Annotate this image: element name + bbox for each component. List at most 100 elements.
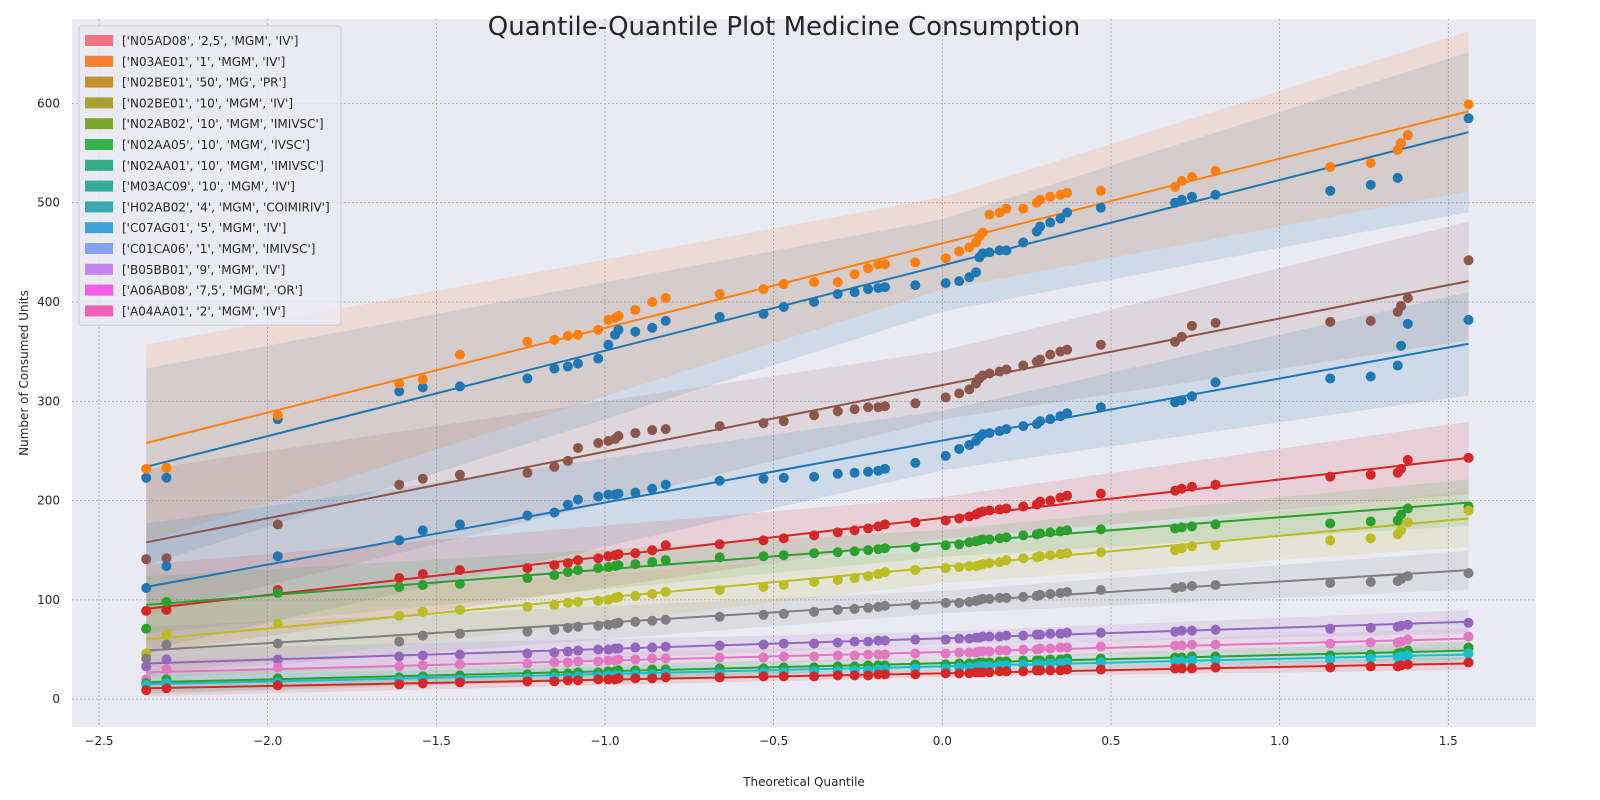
data-point [809,297,820,308]
data-point [394,581,405,592]
data-point [910,648,921,659]
data-point [660,614,671,625]
data-point [272,618,283,629]
data-point [1402,659,1413,670]
data-point [613,654,624,665]
data-point [1365,661,1376,672]
data-point [549,570,560,581]
data-point [1095,185,1106,196]
data-point [879,463,890,474]
data-point [1095,664,1106,675]
data-point [593,438,604,449]
data-point [161,683,172,694]
fit-line [146,653,1469,686]
data-point [562,622,573,633]
data-point [549,560,560,571]
data-point [1210,639,1221,650]
data-point [910,280,921,291]
data-point [630,304,641,315]
data-point [613,431,624,442]
data-point [1062,490,1073,501]
legend-swatch [85,222,113,234]
data-point [1463,631,1474,642]
data-point [613,643,624,654]
data-point [1325,373,1336,384]
data-point [984,558,995,569]
data-point [660,586,671,597]
data-point [778,279,789,290]
data-point [1001,364,1012,375]
data-point [1463,99,1474,110]
data-point [1176,194,1187,205]
data-point [1186,541,1197,552]
fit-line [146,342,1469,588]
data-point [1062,657,1073,668]
data-point [849,650,860,661]
data-point [1095,657,1106,668]
data-point [954,539,965,550]
data-point [849,636,860,647]
data-point [1045,495,1056,506]
data-point [758,551,769,562]
data-point [1186,639,1197,650]
data-point [1210,317,1221,328]
data-point [1035,589,1046,600]
data-point [549,363,560,374]
data-point [394,386,405,397]
data-point [809,638,820,649]
confidence-band [146,490,1469,675]
data-point [940,668,951,679]
data-point [1035,416,1046,427]
data-point [593,656,604,667]
data-point [1186,655,1197,666]
legend-swatch [85,139,113,150]
data-point [613,310,624,321]
data-point [593,595,604,606]
data-point [1045,550,1056,561]
data-point [1062,187,1073,198]
data-point [562,657,573,668]
data-point [1176,175,1187,186]
fit-lines [145,110,1469,690]
data-point [522,676,533,687]
data-point [1365,179,1376,190]
x-tick-label: −2.0 [253,734,282,748]
data-point [863,402,874,413]
data-point [714,640,725,651]
data-point [562,499,573,510]
data-point [1365,533,1376,544]
data-point [272,551,283,562]
data-point [879,519,890,530]
data-point [647,483,658,494]
data-point [1176,581,1187,592]
confidence-band [146,550,1469,675]
legend-swatch [85,35,113,46]
x-tick-label: −1.5 [422,734,451,748]
data-point [1018,360,1029,371]
data-point [1176,543,1187,554]
y-tick-label: 100 [37,593,60,607]
data-point [910,398,921,409]
data-point [562,646,573,657]
x-tick-label: 0.5 [1101,734,1120,748]
data-point [272,410,283,421]
data-point [1018,421,1029,432]
data-point [1396,463,1407,474]
data-point [849,670,860,681]
data-point [879,669,890,680]
data-point [778,580,789,591]
data-point [593,353,604,364]
data-point [1018,659,1029,670]
data-point [394,610,405,621]
data-point [647,588,658,599]
data-point [593,553,604,564]
data-point [549,334,560,345]
data-point [778,608,789,619]
data-point [1210,479,1221,490]
data-point [417,374,428,385]
data-point [417,678,428,689]
data-point [1018,203,1029,214]
data-point [141,605,152,616]
data-point [1186,580,1197,591]
data-point [647,673,658,684]
